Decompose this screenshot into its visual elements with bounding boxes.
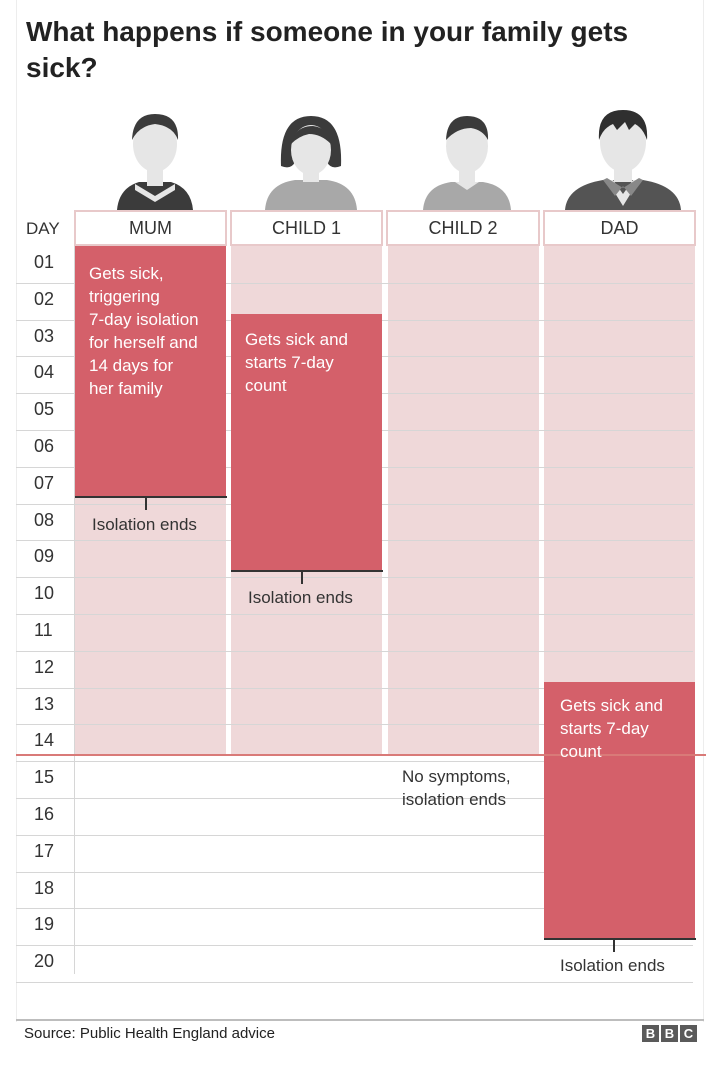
dad-note: Gets sick and starts 7-day count [560,694,663,763]
dad-isolation-end-label: Isolation ends [560,956,665,975]
gridline [16,798,693,799]
child-1-note-line: starts 7-day [245,353,334,372]
day-label: 04 [34,362,55,383]
day-label: 03 [34,325,55,346]
bbc-logo: B B C [642,1025,697,1042]
dad-note-line: starts 7-day [560,719,649,738]
child-1-note-line: count [245,376,287,395]
mum-sick-bar [75,246,226,497]
child-1-note: Gets sick and starts 7-day count [245,328,348,397]
child-1-isolation-end-tick [301,572,303,584]
gridline [16,614,693,615]
gridline [16,982,693,983]
child-1-sick-bar [231,314,382,571]
column-header-child-2: CHILD 2 [386,210,540,246]
dad-isolation-bar [544,246,695,682]
dad-isolation-end-tick [613,940,615,952]
day-label: 05 [34,399,55,420]
child-1-isolation-end-label: Isolation ends [248,588,353,607]
dad-note-line: Gets sick and [560,696,663,715]
logo-letter: B [642,1025,659,1042]
mum-isolation-end-line [75,496,227,498]
dad-sick-bar [544,682,695,939]
page-title: What happens if someone in your family g… [26,16,629,83]
day-label: 19 [34,914,55,935]
day-label: 15 [34,767,55,788]
child-2-note-line: No symptoms, [402,767,511,786]
man-avatar-icon [565,110,681,210]
mum-note-line: triggering [89,287,160,306]
column-header-child-1: CHILD 1 [230,210,383,246]
day-label: 20 [34,951,55,972]
day-label: 08 [34,509,55,530]
child-1-isolation-end-line [231,570,383,572]
day-label: 10 [34,583,55,604]
gridline [16,651,693,652]
child-1-note-line: Gets sick and [245,330,348,349]
source-note: Source: Public Health England advice [24,1025,275,1042]
day-label: 01 [34,252,55,272]
day-label: 18 [34,877,55,898]
day-label: 17 [34,840,55,861]
gridline [16,908,693,909]
gridline [16,283,693,284]
gridline [16,688,693,689]
footer-divider [16,1019,704,1021]
gridline [16,945,693,946]
woman-avatar-icon [117,114,193,210]
dad-note-line: count [560,742,602,761]
boy-avatar-icon [423,116,511,210]
day-label: 12 [34,656,55,677]
logo-letter: C [680,1025,697,1042]
child-2-note: No symptoms, isolation ends [402,765,511,811]
mum-isolation-end-label: Isolation ends [92,515,197,534]
day-label: 16 [34,804,55,824]
day-label: 07 [34,472,55,493]
day-label: 13 [34,693,55,714]
girl-avatar-icon [265,116,357,210]
day-label: 09 [34,546,55,567]
day-label: 02 [34,288,55,309]
mum-note-line: 7-day isolation [89,310,199,329]
mum-note-line: Gets sick, [89,264,164,283]
chart-panel [16,0,704,1022]
child-2-isolation-bar [388,246,539,755]
day-column-header: DAY [26,219,60,238]
day-15-line [16,754,706,756]
dad-isolation-end-line [544,938,696,940]
day-label: 11 [34,620,53,640]
day-label: 14 [34,730,55,751]
mum-note-line: her family [89,379,163,398]
gridline [16,724,693,725]
child-2-note-line: isolation ends [402,790,506,809]
mum-isolation-end-tick [145,498,147,510]
gridline [16,872,693,873]
column-header-mum: MUM [74,210,227,246]
column-header-dad: DAD [543,210,696,246]
logo-letter: B [661,1025,678,1042]
mum-note-line: for herself and [89,333,198,352]
gridline [16,761,693,762]
mum-note-line: 14 days for [89,356,174,375]
day-label: 06 [34,436,55,456]
mum-note: Gets sick, triggering 7-day isolation fo… [89,262,199,400]
gridline [16,577,693,578]
day-axis-line [74,246,75,974]
gridline [16,835,693,836]
